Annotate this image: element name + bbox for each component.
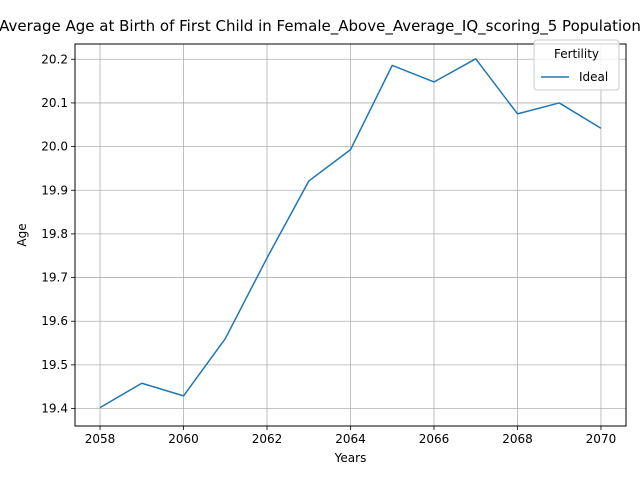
legend-entries: Ideal bbox=[541, 70, 608, 84]
y-tick-label: 20.2 bbox=[41, 52, 68, 66]
chart-title: Average Age at Birth of First Child in F… bbox=[0, 17, 640, 36]
y-tick-label: 20.0 bbox=[41, 140, 68, 154]
y-tick-label: 19.9 bbox=[41, 183, 68, 197]
x-tick-label: 2070 bbox=[586, 432, 617, 446]
y-tick-label: 19.4 bbox=[41, 402, 68, 416]
legend-title: Fertility bbox=[554, 47, 599, 61]
x-tick-label: 2058 bbox=[85, 432, 116, 446]
grid bbox=[75, 44, 626, 426]
legend-label: Ideal bbox=[579, 70, 608, 84]
y-axis-label: Age bbox=[15, 223, 29, 246]
y-axis: 19.4 19.5 19.6 19.7 19.8 19.9 20.0 20.1 20.2 bbox=[41, 52, 75, 416]
x-tick-label: 2062 bbox=[252, 432, 283, 446]
legend: Fertility Ideal bbox=[533, 39, 620, 91]
x-tick-label: 2068 bbox=[502, 432, 533, 446]
y-tick-label: 20.1 bbox=[41, 96, 68, 110]
series-group bbox=[99, 58, 602, 409]
x-tick-label: 2060 bbox=[168, 432, 199, 446]
x-axis-label: Years bbox=[334, 451, 367, 465]
y-tick-label: 19.7 bbox=[41, 271, 68, 285]
y-tick-label: 19.8 bbox=[41, 227, 68, 241]
x-tick-label: 2064 bbox=[335, 432, 366, 446]
x-tick-label: 2066 bbox=[419, 432, 450, 446]
y-tick-label: 19.6 bbox=[41, 314, 68, 328]
series-line bbox=[99, 58, 602, 409]
x-axis: 2058 2060 2062 2064 2066 2068 2070 bbox=[85, 426, 616, 446]
y-tick-label: 19.5 bbox=[41, 358, 68, 372]
